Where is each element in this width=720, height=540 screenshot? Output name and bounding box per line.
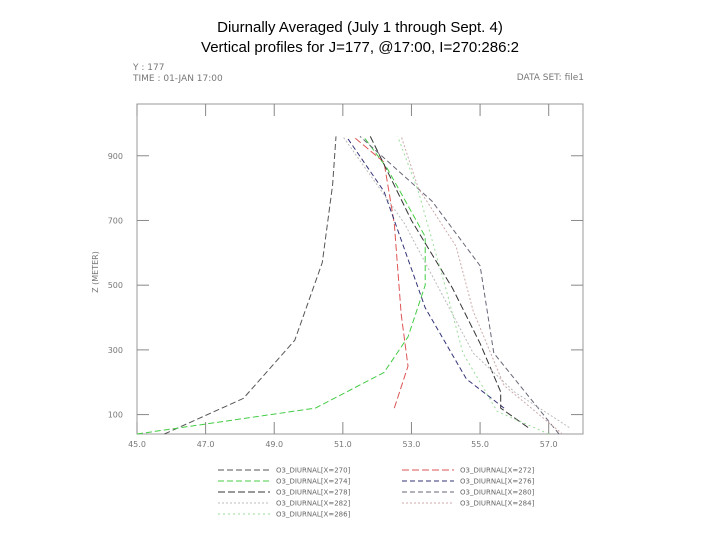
x-tick-label: 51.0 xyxy=(334,440,352,449)
legend-label: O3_DIURNAL[X=280] xyxy=(460,489,535,497)
legend-label: O3_DIURNAL[X=272] xyxy=(460,467,535,475)
legend-label: O3_DIURNAL[X=270] xyxy=(276,467,351,475)
series-line-2 xyxy=(352,136,409,409)
legend-label: O3_DIURNAL[X=284] xyxy=(460,500,535,508)
title-line-2: Vertical profiles for J=177, @17:00, I=2… xyxy=(201,39,519,56)
legend-label: O3_DIURNAL[X=274] xyxy=(276,478,351,486)
y-axis-title: Z (METER) xyxy=(91,251,100,293)
dataset-label: DATA SET: file1 xyxy=(517,73,584,83)
legend-label: O3_DIURNAL[X=276] xyxy=(460,478,535,486)
series-line-1 xyxy=(164,136,337,435)
slide-title: Diurnally Averaged (July 1 through Sept.… xyxy=(0,18,720,58)
y-info-label: Y : 177 xyxy=(132,63,164,73)
series-line-8 xyxy=(400,136,563,435)
x-tick-label: 45.0 xyxy=(128,440,146,449)
y-tick-label: 500 xyxy=(108,281,123,290)
legend: O3_DIURNAL[X=270] O3_DIURNAL[X=272] O3_DIU… xyxy=(218,467,535,519)
x-tick-label: 47.0 xyxy=(197,440,215,449)
y-tick-label: 300 xyxy=(108,346,123,355)
title-line-1: Diurnally Averaged (July 1 through Sept.… xyxy=(217,19,503,36)
legend-label: O3_DIURNAL[X=286] xyxy=(276,511,351,519)
series-line-9 xyxy=(397,136,549,435)
y-tick-label: 900 xyxy=(108,152,123,161)
legend-label: O3_DIURNAL[X=278] xyxy=(276,489,351,497)
series-layer xyxy=(136,136,570,435)
y-axis: 100 300 500 700 900 xyxy=(108,152,583,420)
y-tick-label: 100 xyxy=(108,411,123,420)
y-tick-label: 700 xyxy=(108,216,123,225)
series-line-3 xyxy=(136,136,426,435)
plot-frame xyxy=(136,103,584,435)
x-tick-label: 55.0 xyxy=(471,440,489,449)
series-line-5 xyxy=(369,136,529,428)
x-tick-label: 57.0 xyxy=(540,440,558,449)
x-axis: 45.0 47.0 49.0 51.0 53.0 55.0 57.0 xyxy=(128,104,558,449)
time-info-label: TIME : 01-JAN 17:00 xyxy=(132,74,223,84)
series-line-6 xyxy=(359,136,560,435)
series-line-4 xyxy=(345,136,505,409)
legend-label: O3_DIURNAL[X=282] xyxy=(276,500,351,508)
x-tick-label: 53.0 xyxy=(403,440,421,449)
x-tick-label: 49.0 xyxy=(265,440,283,449)
